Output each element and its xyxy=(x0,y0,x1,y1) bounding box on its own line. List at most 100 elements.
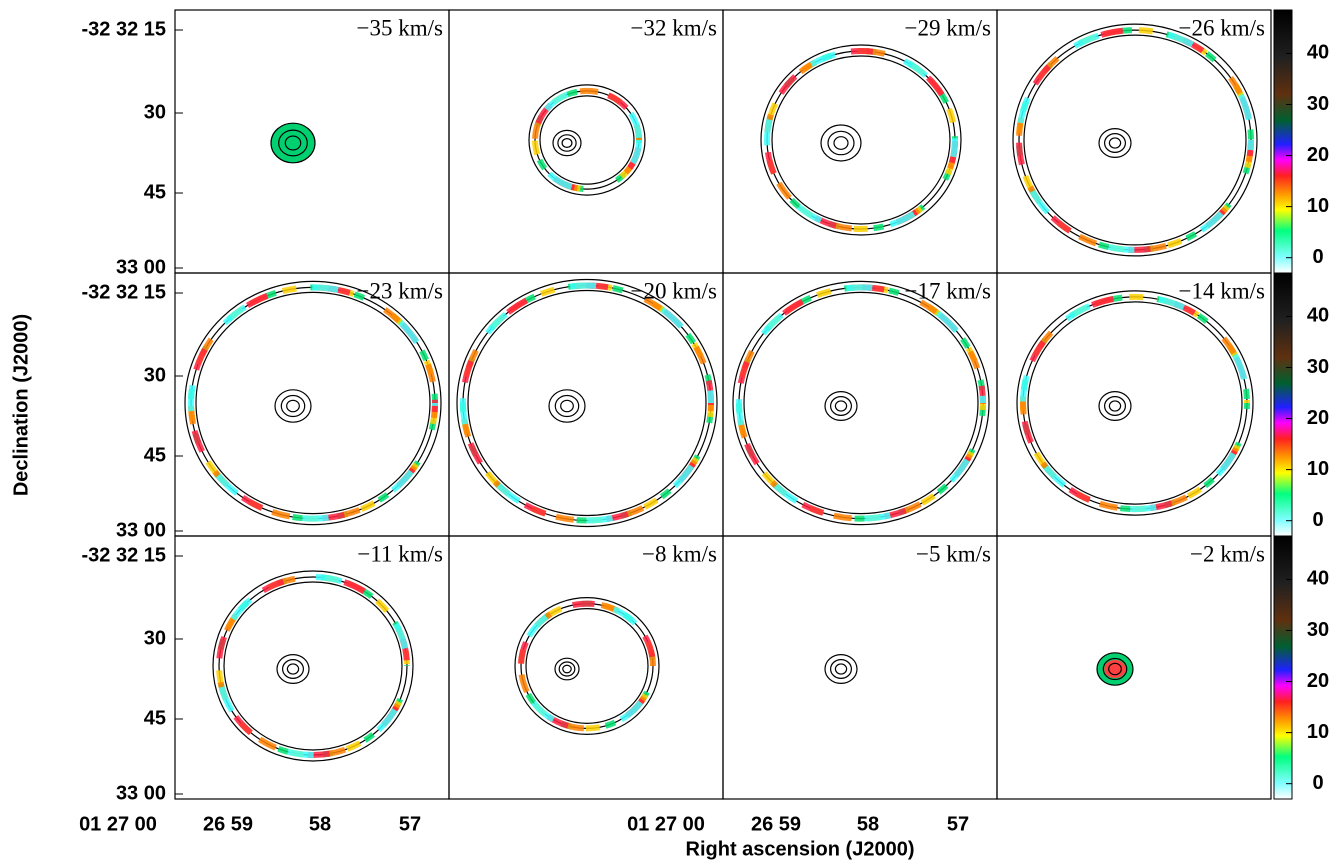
contour xyxy=(1028,302,1242,504)
core-contour xyxy=(1099,129,1131,158)
panel-frame xyxy=(997,536,1271,799)
y-tick-label: 33 00 xyxy=(116,782,166,804)
channel-panel: −14 km/s xyxy=(997,273,1271,536)
core-contour xyxy=(549,390,585,422)
contour xyxy=(1013,24,1257,256)
core-contour xyxy=(835,401,846,411)
colorbar-tick-label: 30 xyxy=(1307,93,1329,115)
panel-label: −20 km/s xyxy=(631,278,718,303)
y-tick-label: 30 xyxy=(144,101,166,123)
contour xyxy=(526,609,648,724)
core-contour xyxy=(561,400,574,411)
colorbar-tick-label: 10 xyxy=(1307,458,1329,480)
colorbar xyxy=(1274,10,1292,273)
core-contour xyxy=(1105,397,1126,416)
channel-panel: −32 km/s xyxy=(449,10,723,273)
y-tick-label: -32 32 15 xyxy=(81,18,166,40)
y-tick-label: 33 00 xyxy=(116,256,166,278)
y-tick-label: 30 xyxy=(144,364,166,386)
colorbar-tick-label: 40 xyxy=(1307,568,1329,590)
y-tick-label: 45 xyxy=(144,181,166,203)
x-tick-label: 26 59 xyxy=(203,813,253,835)
x-tick-label: 57 xyxy=(399,813,421,835)
x-tick-label: 58 xyxy=(857,813,879,835)
core-contour xyxy=(275,390,311,422)
core-contour xyxy=(828,131,854,154)
channel-panel: −26 km/s xyxy=(997,10,1271,273)
panel-label: −14 km/s xyxy=(1179,278,1266,303)
core-contour xyxy=(287,400,300,411)
core-contour xyxy=(1105,134,1126,153)
panel-label: −29 km/s xyxy=(905,15,992,40)
y-tick-label: 45 xyxy=(144,444,166,466)
panel-label: −11 km/s xyxy=(357,541,443,566)
panel-label: −8 km/s xyxy=(642,541,717,566)
core-contour xyxy=(562,139,572,148)
contour xyxy=(529,85,645,195)
colorbar-tick-label: 0 xyxy=(1312,246,1323,268)
colorbar-tick-label: 0 xyxy=(1312,772,1323,794)
panel-frame xyxy=(997,273,1271,536)
channel-panel: −11 km/s xyxy=(175,536,449,799)
x-tick-label: 01 27 00 xyxy=(79,813,157,835)
colorbar-tick-label: 10 xyxy=(1307,195,1329,217)
channel-panel: −35 km/s xyxy=(175,10,449,273)
colorbar-tick-label: 0 xyxy=(1312,509,1323,531)
y-tick-label: -32 32 15 xyxy=(81,281,166,303)
panel-label: −35 km/s xyxy=(357,15,444,40)
emission xyxy=(1023,297,1247,509)
core-contour xyxy=(559,662,575,676)
panel-frame xyxy=(449,10,723,273)
y-tick-label: 45 xyxy=(144,707,166,729)
colorbar-tick-label: 10 xyxy=(1307,721,1329,743)
panel-label: −26 km/s xyxy=(1179,15,1266,40)
colorbar xyxy=(1274,273,1292,536)
core-contour xyxy=(283,660,304,679)
panel-frame xyxy=(449,536,723,799)
y-tick-label: 33 00 xyxy=(116,519,166,541)
colorbar-tick-label: 20 xyxy=(1307,670,1329,692)
contour xyxy=(1024,35,1246,245)
x-tick-label: 26 59 xyxy=(751,813,801,835)
x-tick-label: 58 xyxy=(309,813,331,835)
figure: Right ascension (J2000) Declination (J20… xyxy=(0,0,1341,864)
core-contour xyxy=(831,397,852,416)
panel-frame xyxy=(723,273,997,536)
panel-frame xyxy=(723,536,997,799)
contour xyxy=(540,96,634,184)
channel-panel: −8 km/s xyxy=(449,536,723,799)
contour xyxy=(185,281,441,524)
channel-panel: −20 km/s xyxy=(449,273,723,536)
contour xyxy=(457,280,717,527)
contour xyxy=(196,292,430,513)
core-contour xyxy=(1109,401,1120,411)
core-contour xyxy=(1109,138,1120,148)
core-contour xyxy=(553,130,581,155)
colorbar-tick-label: 20 xyxy=(1307,144,1329,166)
x-tick-label: 57 xyxy=(947,813,969,835)
panel-label: −23 km/s xyxy=(357,278,444,303)
core-contour xyxy=(563,665,571,673)
core-contour xyxy=(834,137,848,150)
channel-panel: −5 km/s xyxy=(723,536,997,799)
core-contour xyxy=(277,655,309,684)
core-contour xyxy=(555,395,578,416)
x-tick-label: 01 27 00 xyxy=(627,813,705,835)
emission xyxy=(463,286,711,521)
colorbar-tick-label: 30 xyxy=(1307,356,1329,378)
channel-panel: −23 km/s xyxy=(175,273,449,536)
core-contour xyxy=(825,655,857,684)
core-contour xyxy=(558,135,576,151)
panel-frame xyxy=(449,273,723,536)
x-axis-title: Right ascension (J2000) xyxy=(686,838,915,860)
contour xyxy=(213,571,413,761)
channel-panel: −17 km/s xyxy=(723,273,997,536)
core-contour xyxy=(1099,392,1131,421)
panel-frame xyxy=(175,273,449,536)
contour xyxy=(744,292,978,513)
contour xyxy=(733,281,989,524)
panel-frame xyxy=(997,10,1271,273)
colorbar-tick-label: 30 xyxy=(1307,619,1329,641)
colorbar-tick-label: 40 xyxy=(1307,305,1329,327)
contour xyxy=(468,291,706,516)
